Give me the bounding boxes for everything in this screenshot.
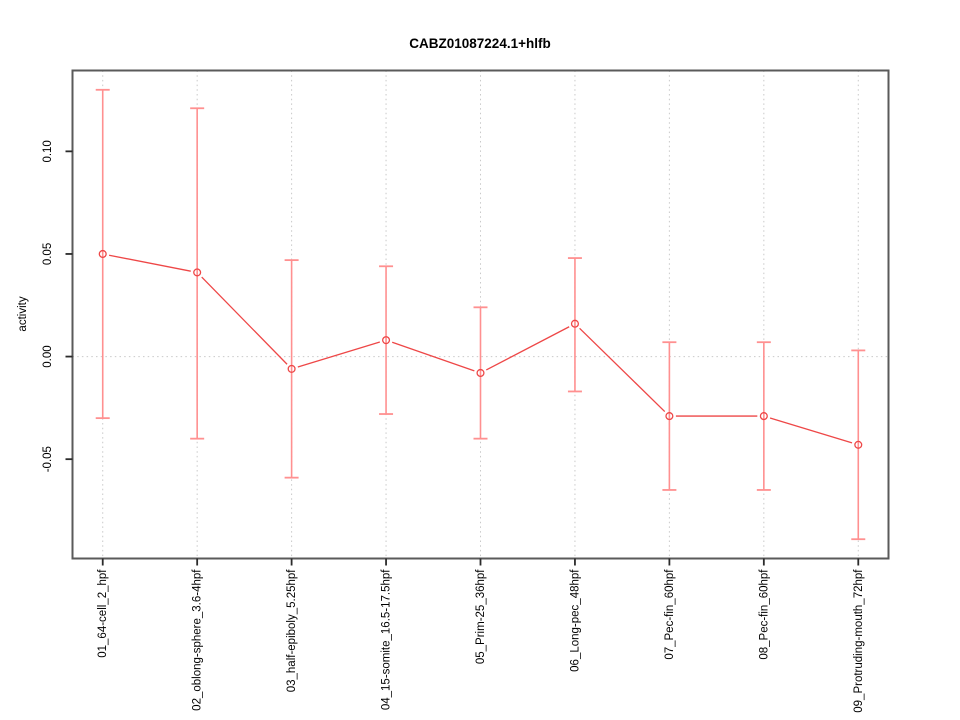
series-segment bbox=[391, 341, 475, 372]
x-tick-label: 02_oblong-sphere_3.6-4hpf bbox=[192, 569, 204, 711]
series-segment bbox=[485, 326, 570, 371]
y-tick-label: 0.10 bbox=[42, 140, 54, 162]
data-point bbox=[854, 440, 863, 449]
data-point bbox=[287, 364, 296, 373]
x-tick-label: 01_64-cell_2_hpf bbox=[97, 569, 109, 658]
plot-area: -0.05 0.00 0.05 0.10 01_64-cell_2_hpf 02_oblo… bbox=[42, 69, 890, 713]
data-point bbox=[665, 412, 674, 421]
y-axis-label: activity bbox=[17, 296, 29, 331]
data-point bbox=[382, 336, 391, 345]
series-segment bbox=[297, 341, 381, 368]
x-tick-label: 03_half-epiboly_5.25hpf bbox=[286, 569, 298, 693]
y-tick-label: 0.05 bbox=[42, 243, 54, 265]
x-tick-label: 09_Protruding-mouth_72hpf bbox=[853, 569, 865, 713]
series-segment bbox=[579, 327, 666, 413]
x-tick-label: 07_Pec-fin_60hpf bbox=[664, 569, 676, 660]
data-point bbox=[759, 412, 768, 421]
x-tick-label: 06_Long-pec_48hpf bbox=[569, 569, 581, 672]
data-point bbox=[476, 368, 485, 378]
chart-title: CABZ01087224.1+hlfb bbox=[409, 36, 550, 51]
series-segment bbox=[201, 276, 288, 365]
data-point bbox=[193, 268, 202, 277]
series-segment bbox=[108, 254, 191, 272]
data-point bbox=[570, 319, 579, 328]
x-tick-label: 08_Pec-fin_60hpf bbox=[758, 569, 770, 660]
x-tick-label: 05_Prim-25_36hpf bbox=[475, 569, 487, 664]
data-point bbox=[98, 249, 107, 259]
series-segment bbox=[769, 417, 853, 444]
x-tick-label: 04_15-somite_16.5-17.5hpf bbox=[381, 569, 393, 710]
y-tick-label: -0.05 bbox=[42, 446, 54, 472]
y-tick-label: 0.00 bbox=[42, 345, 54, 367]
